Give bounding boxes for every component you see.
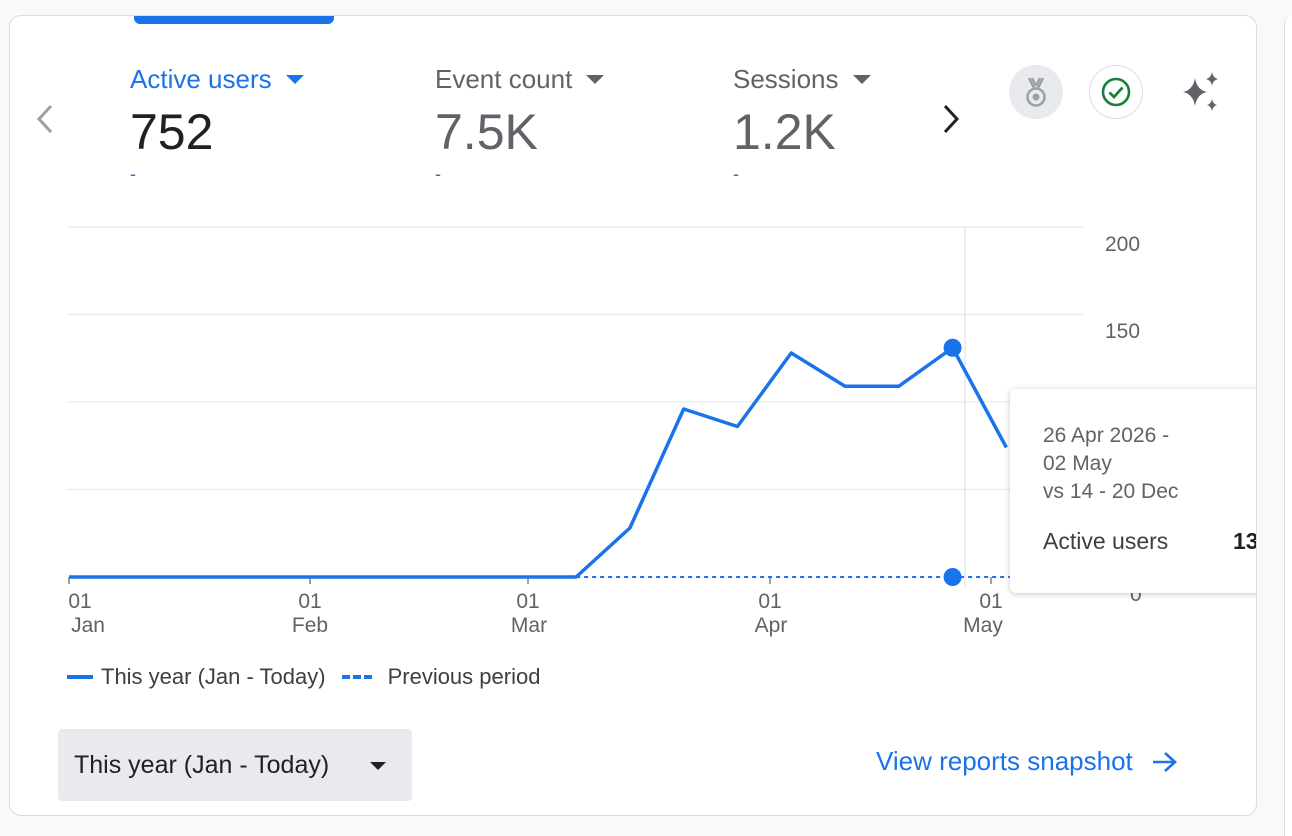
x-tick-month: Feb — [292, 614, 328, 637]
caret-down-icon — [370, 762, 386, 770]
tooltip-metric-label: Active users — [1043, 528, 1169, 554]
metric-delta: - — [733, 164, 739, 184]
tooltip-range-line-2: 02 May — [1043, 452, 1112, 475]
chevron-left-icon[interactable] — [32, 102, 58, 141]
highlight-point-previous — [943, 568, 962, 586]
metric-sessions[interactable]: Sessions 1.2K - — [733, 64, 871, 185]
x-tick-day: 01 — [979, 590, 1002, 613]
x-tick-day: 01 — [758, 590, 781, 613]
gridlines — [67, 226, 1083, 491]
x-tick-month: Apr — [755, 614, 788, 637]
data-points — [943, 338, 962, 586]
metric-value: 1.2K — [733, 104, 836, 160]
caret-down-icon — [852, 75, 871, 84]
metric-delta: - — [435, 164, 441, 184]
x-tick-month: May — [963, 614, 1003, 637]
metric-value: 7.5K — [435, 104, 538, 160]
metric-value: 752 — [130, 104, 214, 160]
chart-tooltip: 26 Apr 2026 - 02 May vs 14 - 20 Dec Acti… — [1010, 389, 1256, 593]
caret-down-icon — [285, 75, 304, 84]
metric-label: Sessions — [733, 64, 839, 94]
tooltip-range-line-1: 26 Apr 2026 - — [1043, 424, 1170, 447]
x-tick-month: Jan — [71, 614, 105, 637]
y-tick-label: 0 — [1130, 583, 1142, 606]
y-tick-label: 200 — [1105, 233, 1140, 256]
y-tick-label: 150 — [1105, 320, 1140, 343]
sparkle-icon[interactable] — [1174, 65, 1228, 119]
overview-card: Active users 752 - Event count 7.5K - Se… — [9, 15, 1257, 816]
series-lines — [69, 346, 1083, 579]
view-link-label: View reports snapshot — [876, 746, 1133, 776]
legend-this-year: This year (Jan - Today) — [101, 664, 326, 689]
active-tab-indicator — [134, 16, 334, 24]
highlight-point-current — [943, 338, 962, 357]
metric-label: Active users — [130, 64, 272, 94]
metric-active-users[interactable]: Active users 752 - — [130, 64, 304, 185]
metric-delta: - — [130, 164, 136, 184]
x-tick-day: 01 — [68, 590, 91, 613]
x-tick-day: 01 — [516, 590, 539, 613]
active-users-chart: 200 150 100 50 0 01 Jan 01 Feb 01 Mar 01… — [67, 226, 1142, 637]
x-tick-month: Mar — [511, 614, 547, 637]
legend-dashed-line-icon — [341, 675, 372, 679]
metric-event-count[interactable]: Event count 7.5K - — [435, 64, 605, 185]
x-tick-day: 01 — [298, 590, 321, 613]
date-range-select[interactable]: This year (Jan - Today) — [58, 729, 412, 801]
chart-legend: This year (Jan - Today) Previous period — [67, 664, 540, 690]
adjacent-card-edge — [1284, 16, 1292, 836]
legend-solid-line-icon — [67, 675, 93, 679]
tooltip-range-line-3: vs 14 - 20 Dec — [1043, 480, 1179, 503]
series-line-this-year — [69, 346, 1008, 579]
date-range-value: This year (Jan - Today) — [74, 750, 330, 779]
view-reports-snapshot-link[interactable]: View reports snapshot — [876, 746, 1179, 777]
tooltip-metric-value: 131 — [1233, 528, 1256, 554]
caret-down-icon — [586, 75, 605, 84]
check-circle-icon[interactable] — [1089, 65, 1143, 119]
x-axis-labels: 01 Jan 01 Feb 01 Mar 01 Apr 01 May — [68, 590, 1003, 637]
metric-label: Event count — [435, 64, 573, 94]
chevron-right-icon[interactable] — [938, 102, 964, 141]
legend-previous-period: Previous period — [387, 664, 541, 689]
arrow-right-icon — [1152, 751, 1177, 772]
medal-icon[interactable] — [1009, 65, 1063, 119]
